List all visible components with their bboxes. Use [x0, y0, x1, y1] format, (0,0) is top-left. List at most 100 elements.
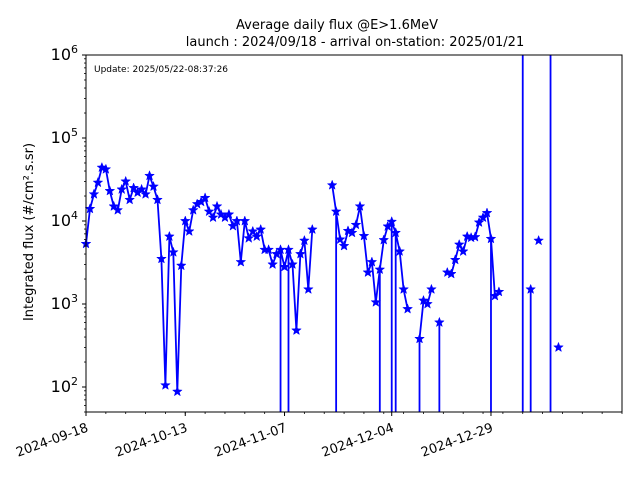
data-point	[302, 283, 314, 294]
data-point	[354, 200, 366, 211]
data-point	[203, 205, 215, 217]
data-point	[88, 188, 100, 199]
x-tick-label: 2024-11-07	[213, 421, 289, 461]
y-tick-label: 102	[51, 375, 78, 396]
data-point	[227, 220, 239, 231]
data-point	[525, 283, 537, 294]
data-point	[477, 211, 489, 223]
data-point	[287, 258, 298, 270]
x-tick-label: 2024-12-04	[320, 421, 396, 461]
data-point	[370, 296, 382, 307]
data-point	[433, 316, 445, 328]
data-point	[92, 176, 104, 188]
x-tick-label: 2024-12-29	[419, 421, 495, 461]
y-axis-label-text: Integrated flux (#/cm².s.sr)	[22, 143, 37, 321]
data-point	[426, 283, 437, 294]
data-point	[128, 182, 140, 193]
data-point	[100, 163, 112, 174]
plot-area	[80, 55, 564, 412]
data-point	[402, 303, 414, 314]
data-point	[179, 215, 191, 226]
data-point	[199, 192, 211, 203]
data-point	[453, 238, 465, 250]
data-point	[338, 240, 350, 251]
data-point	[394, 245, 406, 257]
data-point	[414, 333, 425, 344]
data-point	[445, 268, 457, 279]
chart-subtitle: launch : 2024/09/18 - arrival on-station…	[186, 35, 524, 50]
data-point	[239, 215, 251, 226]
data-point	[136, 183, 147, 195]
data-point	[144, 170, 155, 181]
data-point	[223, 208, 235, 220]
y-tick-label: 105	[51, 126, 78, 147]
y-axis: 102 103 104 105 106	[51, 43, 86, 413]
data-point	[366, 256, 378, 267]
y-tick-label: 103	[51, 292, 78, 313]
data-point	[163, 230, 175, 242]
data-point	[211, 200, 223, 211]
data-point	[140, 188, 151, 199]
update-annotation: Update: 2025/05/22-08:37:26	[94, 65, 228, 75]
data-point	[263, 244, 275, 255]
data-point	[251, 230, 263, 242]
data-point	[469, 231, 481, 242]
x-tick-label: 2024-10-13	[113, 421, 189, 461]
data-point	[306, 223, 318, 235]
data-point	[267, 258, 279, 270]
data-point	[116, 183, 128, 195]
data-point	[346, 227, 358, 238]
data-point	[374, 263, 386, 275]
series-line	[418, 289, 433, 339]
data-point	[378, 234, 390, 245]
data-point	[382, 220, 394, 232]
y-tick-label: 104	[51, 209, 78, 230]
data-point	[120, 175, 132, 186]
data-point	[283, 244, 294, 255]
data-point	[294, 248, 306, 259]
data-point	[533, 234, 545, 246]
data-point	[124, 194, 136, 205]
chart-title: Average daily flux @E>1.6MeV	[236, 18, 438, 33]
data-point	[279, 261, 290, 272]
data-point	[243, 232, 255, 243]
data-point	[449, 254, 461, 265]
x-axis: 2024-09-18 2024-10-13 2024-11-07 2024-12-04…	[14, 412, 623, 461]
data-point	[457, 245, 469, 257]
data-point	[493, 286, 505, 297]
data-point	[386, 215, 398, 227]
data-point	[183, 225, 195, 236]
data-point	[112, 204, 124, 215]
data-point	[148, 180, 159, 192]
data-point	[104, 185, 116, 196]
data-point	[358, 230, 370, 241]
data-point	[167, 246, 179, 257]
y-axis-label: Integrated flux (#/cm².s.sr)	[22, 143, 37, 321]
data-point	[422, 298, 433, 309]
data-point	[485, 233, 497, 244]
data-point	[326, 179, 338, 190]
data-point	[298, 234, 310, 246]
data-point	[207, 211, 219, 223]
data-point	[473, 216, 485, 228]
y-tick-label: 106	[51, 43, 78, 64]
data-point	[390, 227, 402, 238]
data-point	[362, 266, 374, 278]
data-point	[187, 204, 199, 215]
data-point	[334, 233, 346, 245]
data-point	[247, 225, 259, 236]
data-point	[350, 219, 362, 230]
data-point	[553, 341, 564, 353]
data-point	[398, 283, 410, 294]
data-point	[235, 256, 247, 267]
data-point	[156, 253, 167, 264]
data-point	[291, 324, 302, 336]
data-point	[152, 194, 163, 205]
data-point	[160, 379, 171, 390]
data-point	[255, 223, 267, 235]
data-point	[330, 205, 342, 217]
x-tick-label: 2024-09-18	[14, 421, 90, 461]
data-point	[171, 385, 183, 397]
data-point	[175, 259, 187, 271]
